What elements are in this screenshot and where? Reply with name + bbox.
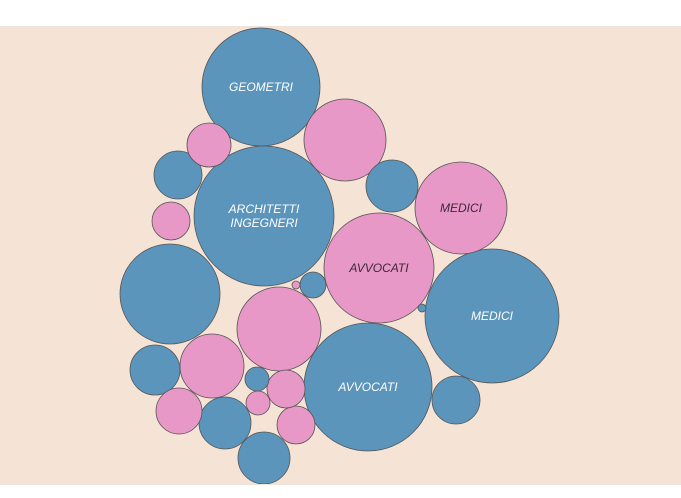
bubble-blue-9[interactable] bbox=[365, 159, 419, 213]
bubble-label-line: ARCHITETTI bbox=[228, 202, 300, 216]
chart-frame: GEOMETRI ARCHITETTI INGEGNERI MEDICI AVVOCAT… bbox=[0, 26, 681, 485]
bubble-label-line: GEOMETRI bbox=[229, 80, 294, 94]
bubble-pink-17[interactable] bbox=[151, 201, 191, 241]
bubble-label: AVVOCATI bbox=[337, 380, 398, 394]
bubbles-layer: GEOMETRI ARCHITETTI INGEGNERI MEDICI AVVOCAT… bbox=[119, 27, 560, 484]
bubble-chart: GEOMETRI ARCHITETTI INGEGNERI MEDICI AVVOCAT… bbox=[0, 27, 681, 484]
bubble-blue-medici-2[interactable] bbox=[424, 248, 560, 384]
bubble-pink-15[interactable] bbox=[179, 333, 245, 399]
bubble-blue-14[interactable] bbox=[237, 431, 291, 484]
bubble-blue-architetti-ingegneri-1[interactable] bbox=[193, 145, 335, 287]
bubble-pink-20[interactable] bbox=[266, 369, 306, 409]
bubble-label-line: AVVOCATI bbox=[348, 261, 409, 275]
bubble-blue-10[interactable] bbox=[153, 150, 203, 200]
bubble-label-line: INGEGNERI bbox=[230, 216, 298, 230]
bubble-pink-6[interactable] bbox=[303, 98, 387, 182]
bubble-label: ARCHITETTI INGEGNERI bbox=[228, 202, 300, 230]
bubble-blue-12[interactable] bbox=[198, 396, 252, 450]
bubble-label: MEDICI bbox=[440, 201, 483, 215]
bubble-pink-24[interactable] bbox=[291, 280, 301, 290]
bubble-blue-13[interactable] bbox=[431, 375, 481, 425]
bubble-pink-medici-5[interactable] bbox=[414, 161, 508, 255]
bubble-label-line: AVVOCATI bbox=[337, 380, 398, 394]
bubble-label-line: MEDICI bbox=[471, 309, 514, 323]
bubble-label: MEDICI bbox=[471, 309, 514, 323]
bubble-blue-25[interactable] bbox=[417, 303, 427, 313]
bubble-label: AVVOCATI bbox=[348, 261, 409, 275]
bubble-blue-22[interactable] bbox=[299, 271, 327, 299]
bubble-label: GEOMETRI bbox=[229, 80, 294, 94]
bubble-pink-16[interactable] bbox=[186, 122, 232, 168]
bubble-pink-avvocati-4[interactable] bbox=[323, 212, 435, 324]
bubble-blue-8[interactable] bbox=[119, 243, 221, 345]
bubble-label-line: MEDICI bbox=[440, 201, 483, 215]
bubble-pink-18[interactable] bbox=[155, 387, 203, 435]
bubble-pink-19[interactable] bbox=[276, 405, 316, 445]
bubble-blue-23[interactable] bbox=[244, 366, 270, 392]
bubble-blue-11[interactable] bbox=[129, 344, 181, 396]
bubble-pink-21[interactable] bbox=[245, 390, 271, 416]
bubble-pink-7[interactable] bbox=[236, 286, 322, 372]
